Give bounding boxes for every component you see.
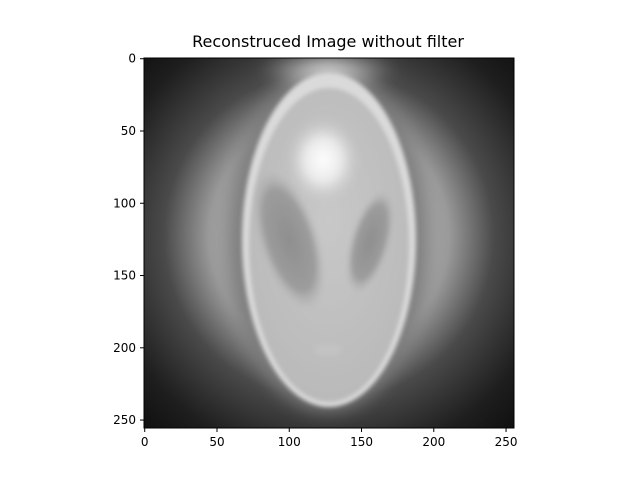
y-tick-label: 0 xyxy=(128,52,136,66)
reconstructed-image xyxy=(144,58,514,428)
x-tick-label: 50 xyxy=(209,435,224,449)
y-axis: 0 50 100 150 200 250 xyxy=(113,52,144,427)
y-tick-label: 150 xyxy=(113,269,136,283)
x-tick-label: 200 xyxy=(422,435,445,449)
x-axis: 0 50 100 150 200 250 xyxy=(141,428,518,449)
plot-title: Reconstruced Image without filter xyxy=(192,32,464,51)
y-tick-label: 200 xyxy=(113,341,136,355)
axes-frame xyxy=(143,57,515,429)
x-tick-label: 0 xyxy=(141,435,149,449)
x-tick-label: 150 xyxy=(350,435,373,449)
y-tick-label: 100 xyxy=(113,196,136,210)
y-tick-label: 250 xyxy=(113,413,136,427)
x-tick-label: 250 xyxy=(495,435,518,449)
x-tick-label: 100 xyxy=(278,435,301,449)
y-tick-label: 50 xyxy=(121,124,136,138)
